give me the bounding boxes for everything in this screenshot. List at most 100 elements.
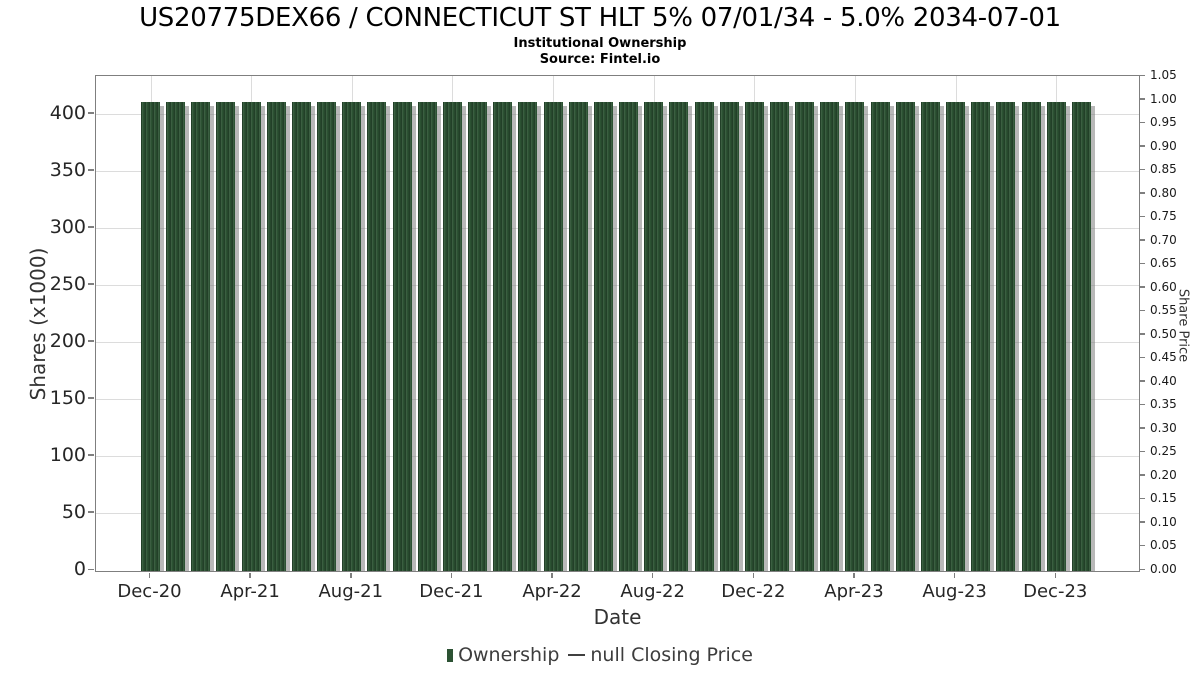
- ownership-bar: [468, 102, 488, 571]
- y-tick-mark-left: [88, 511, 94, 513]
- ownership-bar: [694, 102, 714, 571]
- y-tick-label-right: 0.40: [1150, 373, 1177, 388]
- y-tick-mark-left: [88, 283, 94, 285]
- y-tick-label-right: 0.10: [1150, 514, 1177, 529]
- y-tick-label-right: 0.90: [1150, 138, 1177, 153]
- h-gridline: [96, 170, 1139, 172]
- y-tick-mark-left: [88, 397, 94, 399]
- ownership-bar: [166, 102, 186, 571]
- y-axis-label-right: Share Price: [1175, 288, 1191, 363]
- y-tick-label-right: 0.45: [1150, 350, 1177, 365]
- y-tick-mark-left: [88, 340, 94, 342]
- x-tick-label: Apr-23: [824, 581, 884, 602]
- ownership-bar: [342, 102, 362, 571]
- ownership-bar: [442, 102, 462, 571]
- y-tick-mark-right: [1140, 145, 1145, 147]
- ownership-bar: [266, 102, 286, 571]
- ownership-bar: [895, 102, 915, 571]
- ownership-bar: [1071, 102, 1091, 571]
- x-tick-label: Dec-22: [721, 581, 786, 602]
- legend-label: Ownership: [458, 644, 560, 666]
- legend-item-null-closing-price[interactable]: null Closing Price: [568, 644, 753, 666]
- ownership-bar: [644, 102, 664, 571]
- x-tick-mark: [1054, 573, 1056, 578]
- chart-source: Source: Fintel.io: [539, 52, 661, 67]
- ownership-bar: [971, 102, 991, 571]
- x-tick-mark: [350, 573, 352, 578]
- y-tick-mark-right: [1140, 568, 1145, 570]
- legend-label: null Closing Price: [590, 644, 753, 666]
- h-gridline: [96, 512, 1139, 514]
- legend: Ownership null Closing Price: [0, 644, 1200, 666]
- y-tick-mark-right: [1140, 74, 1145, 76]
- y-tick-label-right: 0.80: [1150, 185, 1177, 200]
- y-tick-mark-right: [1140, 450, 1145, 453]
- y-tick-mark-right: [1140, 215, 1145, 218]
- y-tick-label-left: 200: [49, 329, 86, 352]
- y-tick-label-right: 1.00: [1150, 91, 1177, 106]
- y-tick-mark-right: [1140, 403, 1145, 406]
- ownership-bar: [996, 102, 1016, 571]
- plot-area: [95, 75, 1140, 572]
- ownership-bar: [216, 102, 236, 571]
- y-tick-mark-left: [88, 226, 94, 228]
- x-tick-label: Dec-20: [117, 581, 182, 602]
- y-tick-label-right: 0.35: [1150, 397, 1177, 412]
- x-tick-label: Aug-22: [620, 581, 685, 602]
- y-tick-mark-right: [1140, 239, 1145, 241]
- y-tick-mark-right: [1140, 356, 1145, 359]
- ownership-bar: [820, 102, 840, 571]
- y-tick-mark-right: [1140, 474, 1145, 476]
- y-tick-label-left: 0: [73, 558, 86, 580]
- ownership-bar: [719, 102, 739, 571]
- y-tick-label-right: 0.25: [1150, 444, 1177, 459]
- y-tick-label-left: 400: [49, 101, 86, 124]
- x-tick-mark: [249, 573, 251, 578]
- ownership-bar: [920, 102, 940, 571]
- x-tick-mark: [651, 573, 654, 578]
- y-tick-label-right: 0.60: [1150, 279, 1177, 294]
- y-tick-mark-right: [1140, 262, 1145, 265]
- y-tick-mark-right: [1140, 192, 1145, 194]
- x-tick-label: Dec-21: [419, 581, 484, 602]
- h-gridline: [96, 455, 1139, 457]
- legend-item-ownership[interactable]: Ownership: [447, 644, 559, 666]
- y-tick-label-right: 0.85: [1150, 162, 1177, 177]
- y-tick-label-left: 300: [49, 215, 86, 238]
- ownership-bar: [870, 102, 890, 571]
- y-tick-label-left: 250: [49, 272, 86, 295]
- y-tick-label-right: 0.50: [1150, 326, 1177, 341]
- y-tick-label-right: 0.15: [1150, 491, 1177, 506]
- ownership-bar: [770, 102, 789, 571]
- h-gridline: [96, 284, 1139, 286]
- x-axis-label: Date: [593, 605, 642, 629]
- ownership-bar: [291, 102, 311, 571]
- y-tick-mark-right: [1140, 521, 1145, 523]
- y-tick-label-left: 50: [61, 500, 86, 523]
- ownership-bar: [543, 102, 563, 571]
- h-gridline: [96, 341, 1139, 343]
- legend-line-dash-icon: [568, 653, 586, 657]
- ownership-bar: [619, 102, 639, 571]
- y-tick-mark-right: [1140, 544, 1145, 547]
- y-tick-mark-right: [1140, 121, 1145, 124]
- y-tick-label-right: 0.05: [1150, 538, 1177, 553]
- ownership-bar: [392, 102, 412, 571]
- chart-title: US20775DEX66 / CONNECTICUT ST HLT 5% 07/…: [139, 3, 1061, 33]
- x-tick-label: Dec-23: [1023, 581, 1088, 602]
- h-gridline: [96, 398, 1139, 400]
- x-tick-label: Apr-21: [220, 581, 280, 602]
- x-tick-mark: [551, 573, 553, 578]
- ownership-bar: [191, 102, 211, 571]
- y-tick-label-left: 350: [49, 158, 86, 181]
- ownership-bar: [669, 102, 689, 571]
- ownership-bar: [568, 102, 588, 571]
- ownership-bar: [141, 102, 160, 571]
- y-tick-label-right: 0.30: [1150, 420, 1177, 435]
- x-tick-label: Aug-21: [318, 581, 384, 602]
- ownership-bar: [1046, 102, 1066, 571]
- ownership-bar: [367, 102, 387, 571]
- ownership-bar: [744, 102, 764, 571]
- y-tick-label-right: 0.00: [1150, 562, 1177, 576]
- y-tick-label-right: 0.55: [1150, 303, 1177, 318]
